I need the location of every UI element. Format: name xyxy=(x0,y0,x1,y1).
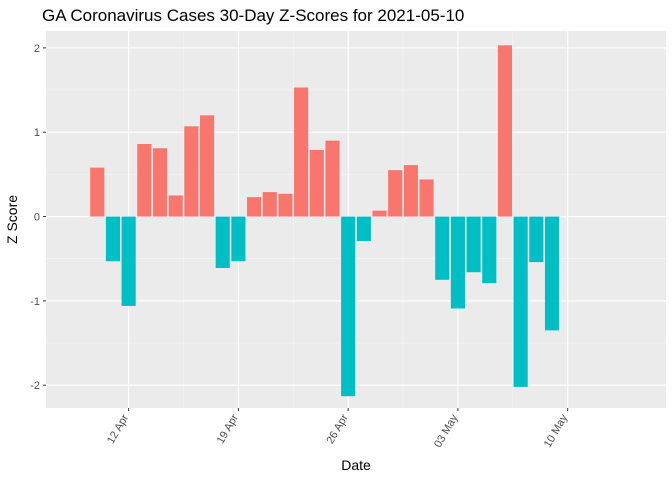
bar xyxy=(168,195,183,217)
bar xyxy=(497,45,513,217)
x-tick-label: 12 Apr xyxy=(105,412,131,446)
y-tick-label: 0 xyxy=(34,212,40,224)
x-tick-label: 19 Apr xyxy=(215,412,241,446)
plot-panel xyxy=(46,31,666,408)
bar xyxy=(356,216,371,242)
bar xyxy=(121,216,136,306)
y-tick-label: -1 xyxy=(30,296,40,308)
bar xyxy=(215,216,230,268)
bar xyxy=(247,197,262,217)
bar xyxy=(435,216,450,280)
bar xyxy=(372,210,387,217)
x-tick-label: 03 May xyxy=(432,412,461,450)
bar xyxy=(278,193,293,217)
bar xyxy=(309,149,324,217)
bar xyxy=(262,192,277,217)
bar xyxy=(450,216,465,309)
bar xyxy=(513,216,528,387)
x-axis: 12 Apr 19 Apr 26 Apr 03 May 10 May xyxy=(105,408,571,450)
bars xyxy=(90,45,560,397)
y-tick-label: 2 xyxy=(34,43,40,55)
x-tick-label: 26 Apr xyxy=(324,412,350,446)
bar xyxy=(184,126,199,217)
bar xyxy=(419,179,434,217)
bar xyxy=(325,140,340,217)
bar xyxy=(544,216,560,331)
bar xyxy=(105,216,121,262)
y-axis: -2 -1 0 1 2 xyxy=(30,43,46,392)
bar xyxy=(152,148,168,217)
bar xyxy=(388,170,403,217)
bar xyxy=(90,167,105,217)
y-tick-label: -2 xyxy=(30,380,40,392)
x-axis-title: Date xyxy=(341,457,371,473)
bar xyxy=(341,216,356,397)
x-tick-label: 10 May xyxy=(542,412,571,450)
bar xyxy=(199,115,215,217)
chart-title: GA Coronavirus Cases 30-Day Z-Scores for… xyxy=(42,6,465,25)
bar xyxy=(403,165,418,217)
bar xyxy=(482,216,497,284)
bar xyxy=(529,216,544,263)
bar xyxy=(466,216,481,273)
bar xyxy=(137,144,152,217)
y-tick-label: 1 xyxy=(34,127,40,139)
bar xyxy=(231,216,246,262)
bar xyxy=(294,87,309,217)
y-axis-title: Z Score xyxy=(4,195,20,244)
